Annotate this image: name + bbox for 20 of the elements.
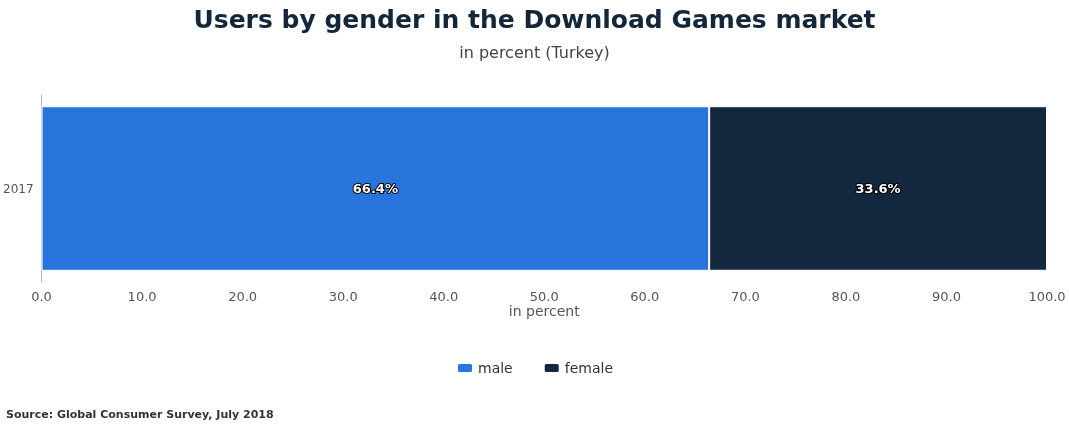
x-tick-label: 30.0 [328,289,358,304]
chart-subtitle: in percent (Turkey) [459,42,610,62]
x-tick-label: 40.0 [429,289,459,304]
source-note: Source: Global Consumer Survey, July 2018 [6,408,274,421]
x-tick-label: 0.0 [31,289,52,304]
x-tick-label: 70.0 [730,289,760,304]
x-axis-title: in percent [508,303,581,319]
x-tick-label: 50.0 [529,289,559,304]
x-tick-label: 80.0 [831,289,861,304]
x-tick-label: 60.0 [630,289,660,304]
legend-label: female [564,360,613,376]
legend-label: male [478,360,513,376]
x-tick-label: 100.0 [1028,289,1066,304]
data-label: 33.6% [855,181,901,196]
data-label: 66.4% [352,181,398,196]
x-tick-label: 90.0 [931,289,961,304]
chart-title: Users by gender in the Download Games market [193,5,876,34]
x-tick-label: 20.0 [228,289,258,304]
x-tick-label: 10.0 [127,289,157,304]
y-tick-label: 2017 [2,181,34,196]
